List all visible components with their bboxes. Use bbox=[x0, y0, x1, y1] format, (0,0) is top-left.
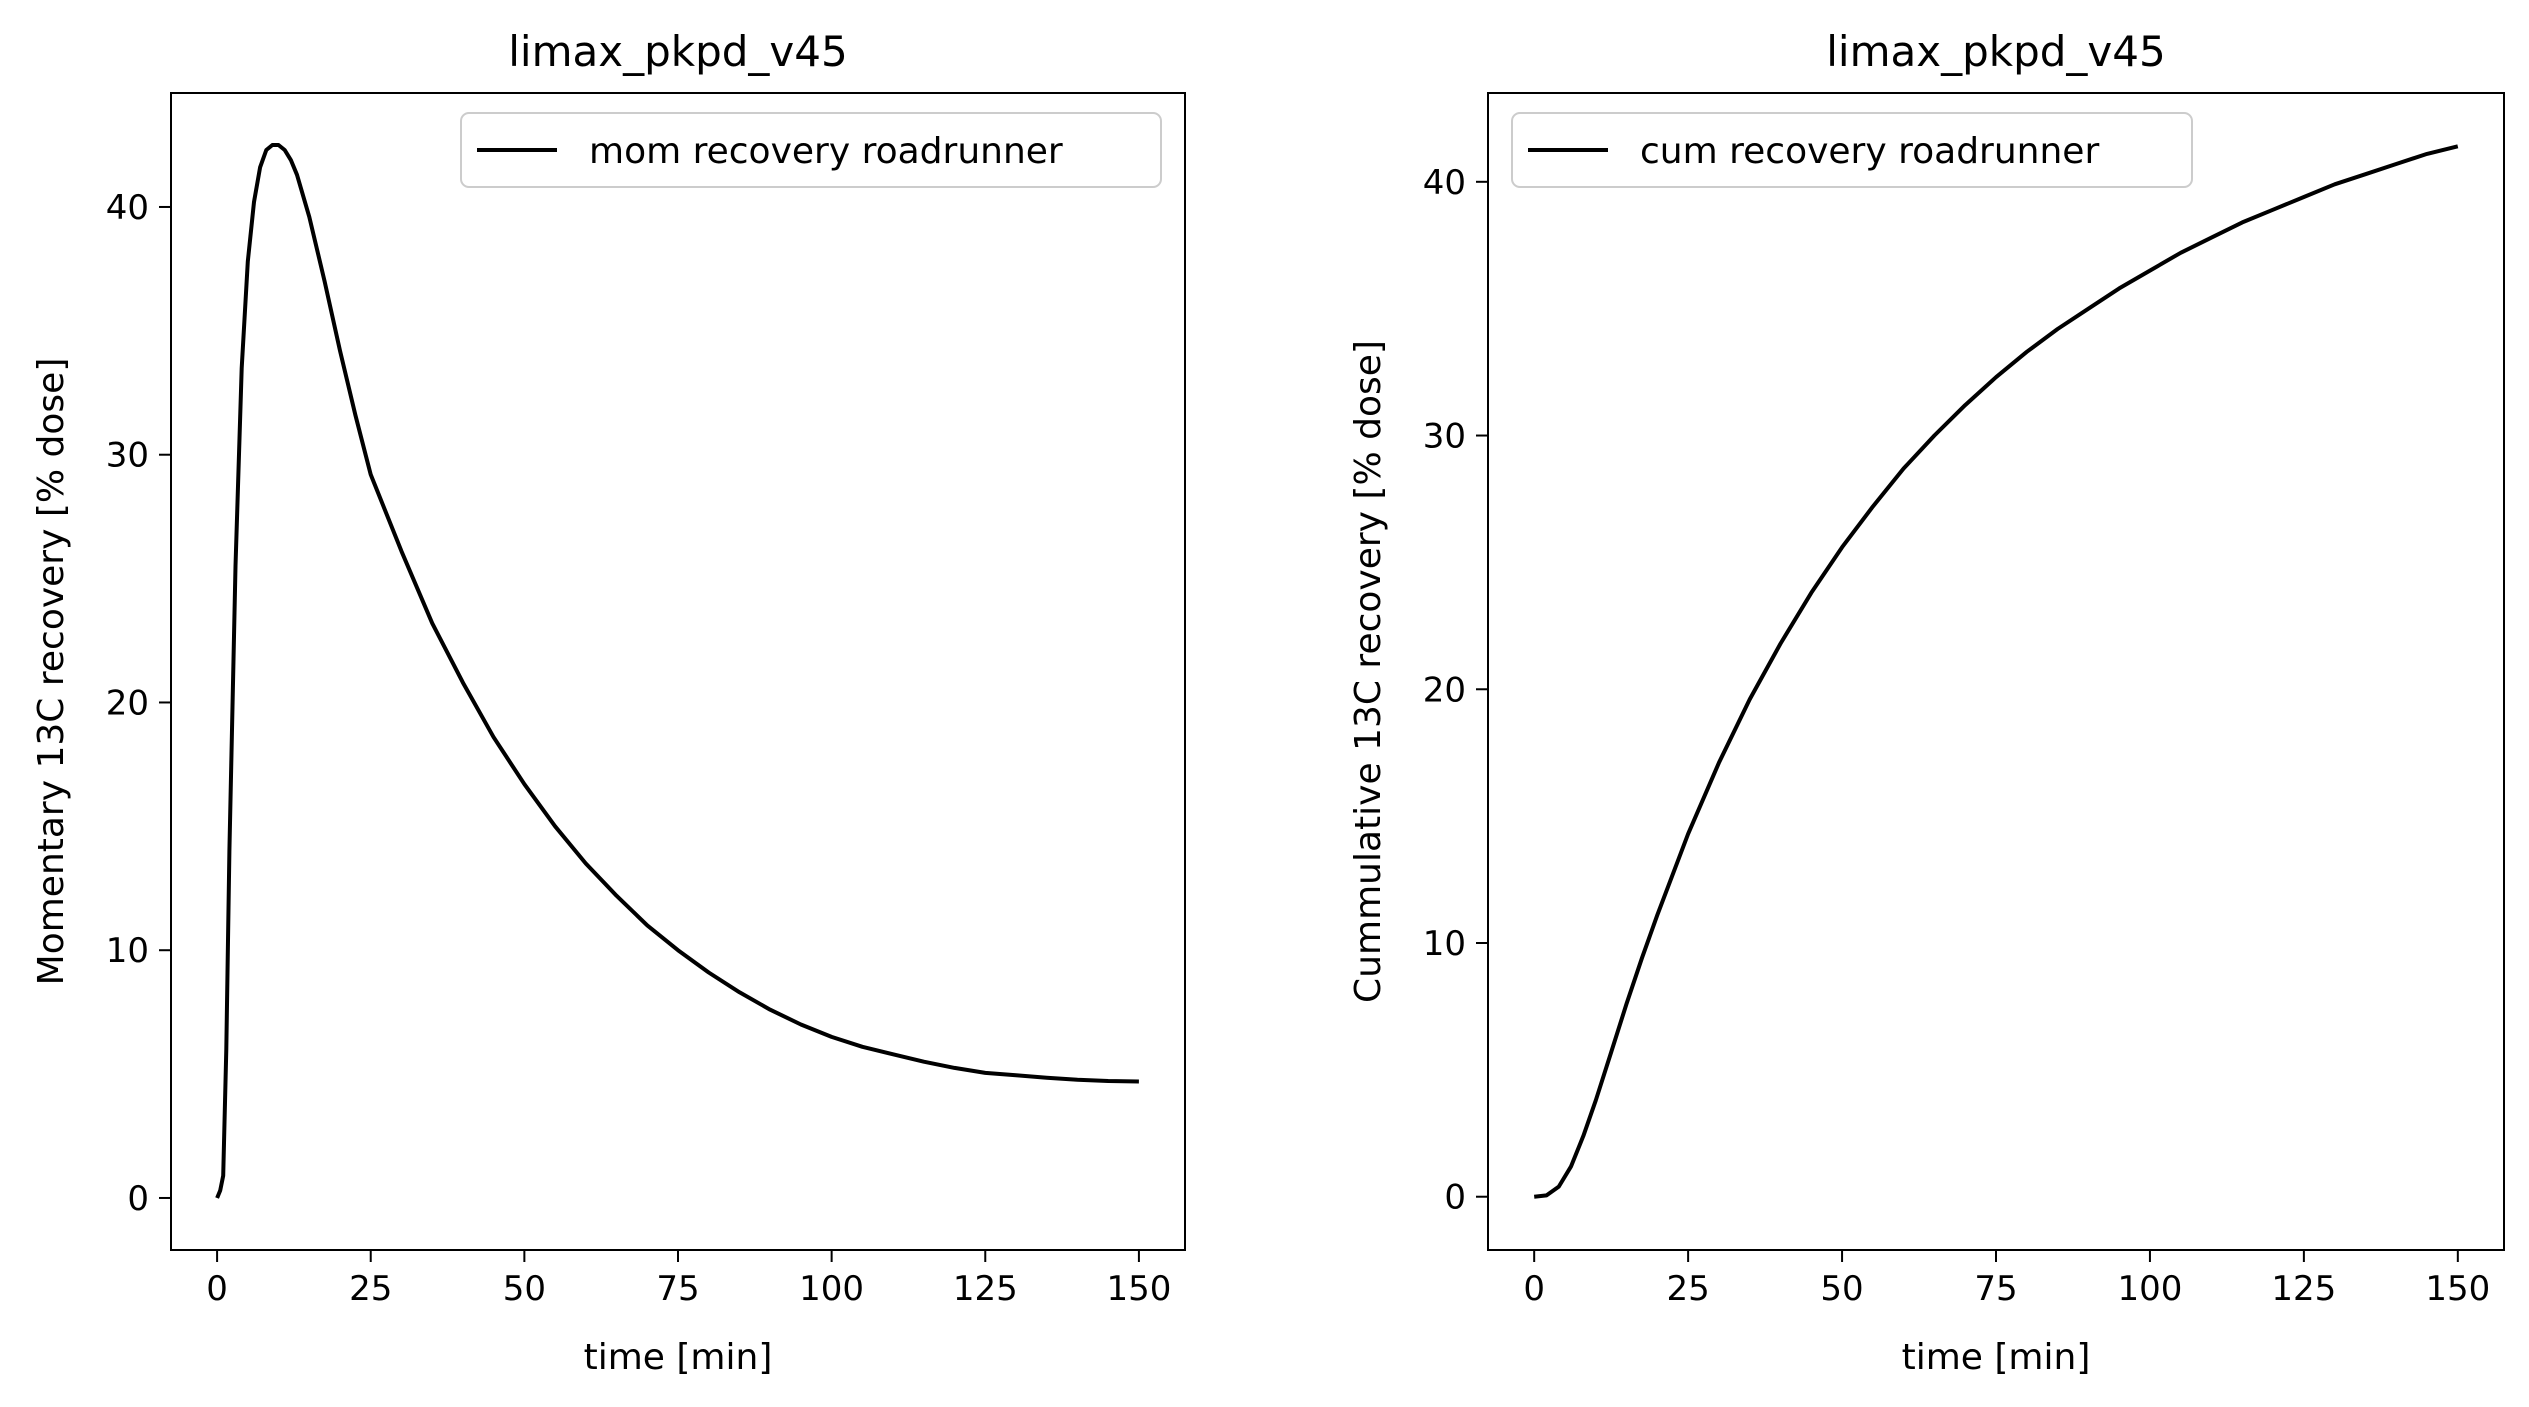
axes-frame bbox=[1487, 92, 2505, 1251]
x-tick-label: 125 bbox=[2271, 1269, 2336, 1309]
x-tick-label: 0 bbox=[206, 1269, 228, 1309]
legend-box bbox=[460, 112, 1162, 188]
y-tick-label: 30 bbox=[1423, 417, 1466, 457]
x-tick-label: 25 bbox=[349, 1269, 392, 1309]
chart-title: limax_pkpd_v45 bbox=[1826, 27, 2165, 76]
series-line bbox=[215, 143, 1139, 1199]
y-axis-label: Momentary 13C recovery [% dose] bbox=[31, 358, 72, 986]
x-tick-label: 150 bbox=[1106, 1269, 1171, 1309]
legend-box bbox=[1511, 112, 2193, 188]
y-tick-label: 10 bbox=[106, 931, 149, 971]
x-tick-label: 50 bbox=[503, 1269, 546, 1309]
chart-panel-cumulative: limax_pkpd_v45 time [min] Cummulative 13… bbox=[1348, 27, 2505, 1378]
x-tick-label: 100 bbox=[799, 1269, 864, 1309]
x-tick-label: 50 bbox=[1820, 1269, 1863, 1309]
x-tick-label: 75 bbox=[656, 1269, 699, 1309]
chart-title: limax_pkpd_v45 bbox=[508, 27, 847, 76]
y-tick-label: 10 bbox=[1423, 924, 1466, 964]
y-axis-label: Cummulative 13C recovery [% dose] bbox=[1348, 340, 1389, 1003]
y-tick-label: 30 bbox=[106, 436, 149, 476]
y-tick-label: 0 bbox=[127, 1179, 149, 1219]
x-tick-label: 150 bbox=[2425, 1269, 2490, 1309]
y-tick-label: 20 bbox=[106, 683, 149, 723]
x-axis-label: time [min] bbox=[584, 1337, 773, 1378]
x-axis-label: time [min] bbox=[1902, 1337, 2091, 1378]
x-tick-label: 125 bbox=[953, 1269, 1018, 1309]
x-tick-label: 0 bbox=[1523, 1269, 1545, 1309]
chart-panel-momentary: limax_pkpd_v45 time [min] Momentary 13C … bbox=[31, 27, 1186, 1378]
legend-label: cum recovery roadrunner bbox=[1640, 131, 2099, 172]
x-tick-label: 100 bbox=[2117, 1269, 2182, 1309]
legend-label: mom recovery roadrunner bbox=[589, 131, 1063, 172]
series-line bbox=[1533, 144, 2459, 1199]
y-tick-label: 40 bbox=[1423, 163, 1466, 203]
x-tick-label: 25 bbox=[1666, 1269, 1709, 1309]
y-tick-label: 0 bbox=[1444, 1178, 1466, 1218]
y-tick-label: 40 bbox=[106, 188, 149, 228]
y-tick-label: 20 bbox=[1423, 670, 1466, 710]
x-tick-label: 75 bbox=[1974, 1269, 2017, 1309]
